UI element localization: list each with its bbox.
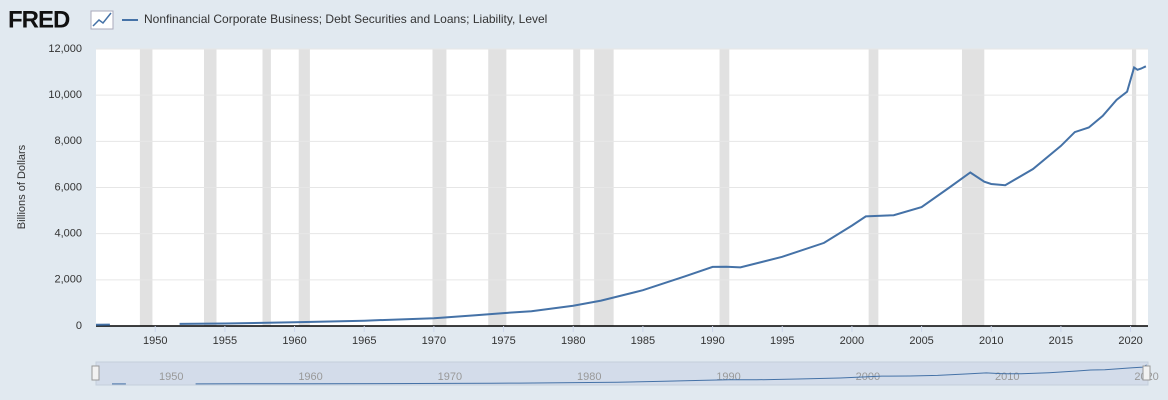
navigator-label: 1980 [577, 371, 601, 383]
navigator[interactable]: 19501960197019801990200020102020 [91, 361, 1159, 386]
legend-entry[interactable]: Nonfinancial Corporate Business; Debt Se… [144, 12, 547, 26]
y-tick-label: 6,000 [54, 181, 82, 193]
x-tick-label: 1985 [631, 335, 655, 347]
x-tick-label: 1975 [491, 335, 515, 347]
x-tick-label: 1955 [213, 335, 237, 347]
logo-icon [90, 10, 114, 30]
x-tick-label: 1995 [770, 335, 794, 347]
x-tick-label: 1970 [422, 335, 446, 347]
x-tick-label: 1990 [700, 335, 724, 347]
navigator-label: 2010 [995, 371, 1019, 383]
x-tick-label: 1960 [282, 335, 306, 347]
navigator-label: 1990 [716, 371, 740, 383]
x-tick-label: 1980 [561, 335, 585, 347]
navigator-label: 1960 [298, 371, 322, 383]
y-tick-label: 10,000 [48, 89, 82, 101]
y-axis-label: Billions of Dollars [16, 144, 28, 229]
y-tick-label: 8,000 [54, 135, 82, 147]
x-tick-label: 2010 [979, 335, 1003, 347]
navigator-label: 1950 [159, 371, 183, 383]
navigator-handle[interactable] [91, 365, 100, 381]
x-tick-label: 2000 [840, 335, 864, 347]
navigator-label: 1970 [438, 371, 462, 383]
data-line [179, 65, 1147, 325]
y-tick-label: 2,000 [54, 274, 82, 286]
x-tick-label: 2020 [1118, 335, 1142, 347]
x-tick-label: 1950 [143, 335, 167, 347]
navigator-line [195, 364, 1147, 385]
y-tick-label: 4,000 [54, 228, 82, 240]
x-tick-label: 2005 [909, 335, 933, 347]
x-tick-label: 1965 [352, 335, 376, 347]
logo[interactable]: FRED [8, 6, 71, 33]
x-tick-label: 2015 [1049, 335, 1073, 347]
y-tick-label: 12,000 [48, 43, 82, 55]
navigator-handle[interactable] [1142, 365, 1151, 381]
y-tick-label: 0 [76, 320, 82, 332]
